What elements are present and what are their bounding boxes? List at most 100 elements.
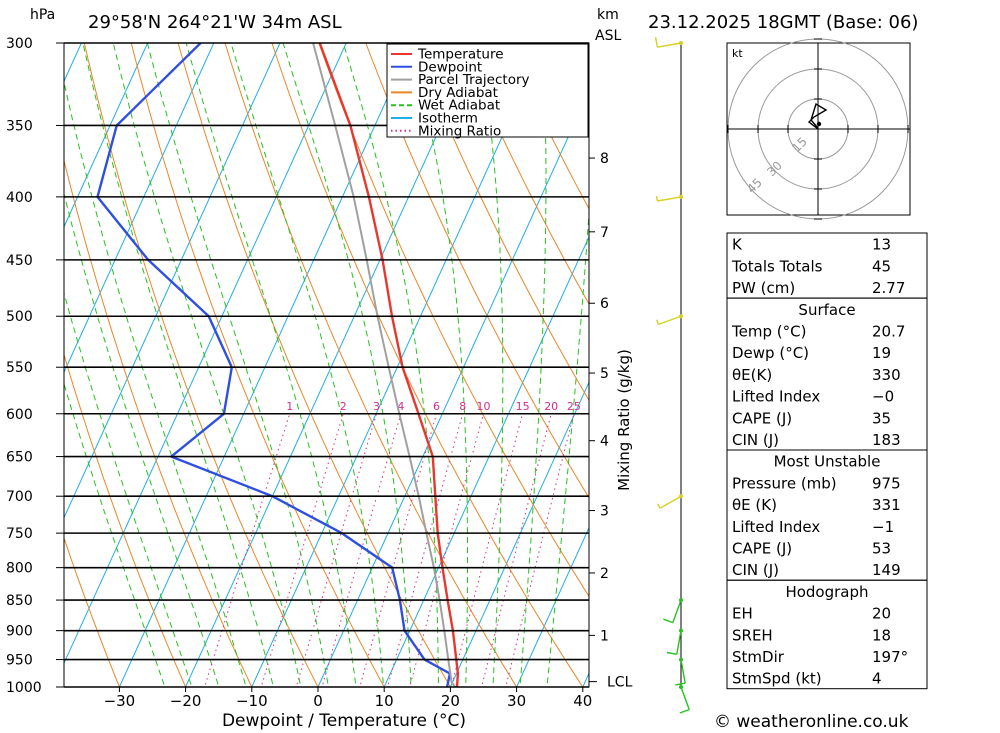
- km-tick-label: 4: [600, 434, 609, 450]
- wind-barb-feather: [654, 37, 659, 48]
- wind-barb-point: [679, 194, 683, 199]
- legend-label: Temperature: [417, 47, 504, 63]
- index-label: θE(K): [732, 366, 772, 384]
- pressure-tick-label: 550: [6, 360, 33, 376]
- index-value: 18: [872, 626, 891, 644]
- temperature-tick-label: 30: [507, 692, 526, 710]
- pressure-tick-label: 1000: [6, 680, 42, 696]
- index-label: StmSpd (kt): [732, 670, 822, 688]
- legend-label: Dry Adiabat: [418, 85, 498, 101]
- index-label: Lifted Index: [732, 388, 820, 406]
- isotherm-line: [64, 43, 281, 519]
- pressure-tick-label: 650: [6, 450, 33, 466]
- mixing-ratio-label: 4: [397, 400, 404, 413]
- wind-barb-feather: [655, 195, 659, 202]
- indices-section-box: [726, 579, 928, 690]
- pressure-tick-label: 350: [6, 119, 33, 135]
- index-value: 45: [872, 257, 891, 275]
- dry-adiabat-line: [83, 43, 319, 687]
- series-parcel-trajectory: [312, 43, 456, 687]
- mixing-ratio-line: [359, 413, 437, 687]
- pressure-tick-label: 700: [6, 489, 33, 505]
- index-value: 197°: [872, 648, 908, 666]
- index-label: Lifted Index: [732, 518, 820, 536]
- index-label: θE (K): [732, 496, 777, 514]
- wind-barb: [680, 659, 686, 684]
- legend-box: [386, 43, 589, 138]
- sounding-lines: [96, 43, 460, 687]
- pressure-tick-label: 750: [6, 526, 33, 542]
- mixing-ratio-label: 1: [286, 400, 293, 413]
- wind-barb-feather: [657, 503, 661, 509]
- dry-adiabat-line: [64, 158, 253, 687]
- wind-barb-point: [679, 685, 683, 689]
- dry-adiabat-line: [224, 43, 518, 687]
- wet-adiabat-line: [185, 43, 357, 687]
- wet-adiabat-line: [230, 43, 385, 687]
- index-value: 35: [872, 409, 891, 427]
- x-axis-title: Dewpoint / Temperature (°C): [222, 711, 466, 731]
- pressure-tick-label: 950: [6, 653, 33, 669]
- index-label: StmDir: [732, 648, 785, 666]
- wet-adiabat-line: [64, 80, 247, 687]
- wet-adiabat-line: [342, 43, 439, 687]
- wind-barb-point: [679, 657, 683, 662]
- km-axis-unit: km: [597, 7, 619, 23]
- dry-adiabat-line: [64, 352, 187, 687]
- index-label: CIN (J): [732, 561, 779, 579]
- mixing-ratio-line: [481, 413, 552, 687]
- mixing-ratio-line: [450, 413, 524, 687]
- index-label: CAPE (J): [732, 540, 792, 558]
- dry-adiabat-line: [318, 43, 589, 598]
- dry-adiabat-line: [904, 6, 1000, 713]
- isotherm-line: [516, 526, 589, 687]
- legend-label: Mixing Ratio: [418, 123, 501, 139]
- wind-barb: [676, 630, 682, 655]
- wind-barb-feather: [675, 682, 686, 686]
- dry-adiabat-line: [459, 43, 589, 305]
- temperature-tick-label: −30: [104, 692, 136, 710]
- isotherm-line: [64, 43, 215, 374]
- mixing-ratio-label: 20: [544, 400, 558, 413]
- wind-barb: [658, 315, 682, 326]
- isotherm-line: [449, 381, 589, 687]
- mixing-ratio-line: [260, 413, 344, 687]
- wet-adiabat-line: [64, 382, 166, 687]
- wind-barb: [657, 196, 682, 202]
- mixing-ratio-line: [387, 413, 464, 687]
- mixing-ratio-label: 15: [516, 400, 530, 413]
- dry-adiabat-line: [177, 43, 451, 687]
- wind-barb-feather: [663, 618, 674, 624]
- dry-adiabat-line: [130, 43, 385, 687]
- mixing-ratio-line: [295, 413, 377, 687]
- index-label: EH: [732, 605, 753, 623]
- isotherm-line: [64, 43, 347, 665]
- wet-adiabat-line: [82, 43, 274, 687]
- pressure-tick-label: 900: [6, 624, 33, 640]
- series-dewpoint: [96, 43, 452, 687]
- mixing-ratio-line: [409, 413, 484, 687]
- wind-barb: [672, 599, 682, 623]
- index-value: 331: [872, 496, 901, 514]
- indices-section-title: Surface: [798, 301, 855, 319]
- dry-adiabat-line: [412, 43, 589, 402]
- run-datetime: 23.12.2025 18GMT (Base: 06): [648, 12, 918, 33]
- wind-barb: [659, 495, 682, 509]
- wind-barb-point: [679, 598, 683, 603]
- index-label: Totals Totals: [731, 257, 823, 275]
- wind-barb-point: [679, 628, 683, 633]
- index-label: Temp (°C): [731, 323, 806, 341]
- mixing-ratio-label: 3: [373, 400, 380, 413]
- wind-barb-feather: [679, 708, 690, 714]
- index-value: 2.77: [872, 279, 905, 297]
- isotherm-line: [64, 43, 149, 228]
- wet-adiabat-line: [519, 43, 547, 687]
- wind-barb: [657, 42, 682, 48]
- wet-adiabat-line: [478, 43, 504, 687]
- legend-label: Isotherm: [418, 111, 478, 127]
- wet-adiabat-line: [112, 43, 302, 687]
- temperature-tick-label: 10: [375, 692, 394, 710]
- index-value: 20.7: [872, 323, 905, 341]
- dry-adiabat-line: [271, 43, 584, 687]
